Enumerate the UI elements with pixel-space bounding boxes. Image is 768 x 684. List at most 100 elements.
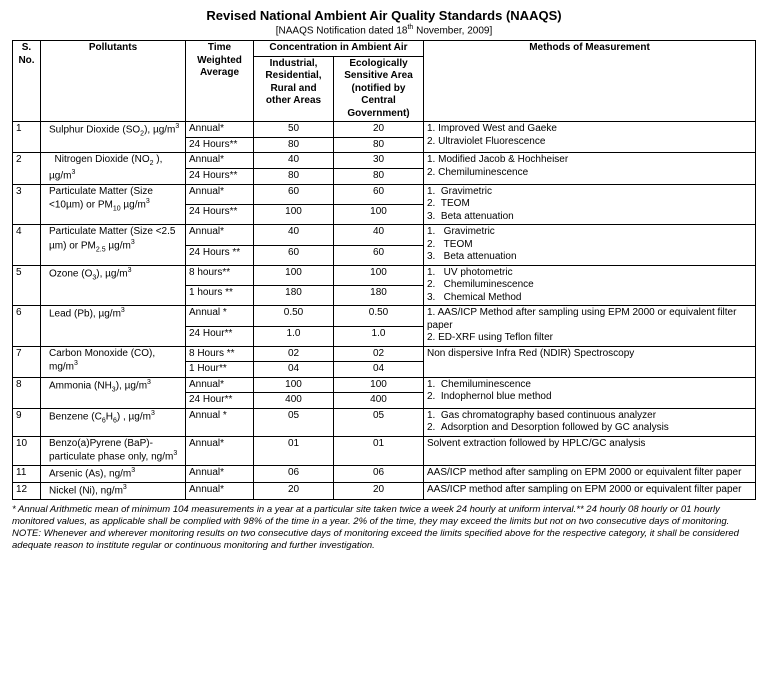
document-title: Revised National Ambient Air Quality Sta… [12, 8, 756, 23]
cell-ecological: 06 [334, 466, 424, 483]
footnote-line: NOTE: Whenever and wherever monitoring r… [12, 528, 756, 552]
table-row: 10Benzo(a)Pyrene (BaP)- particulate phas… [13, 436, 756, 465]
cell-ecological: 100 [334, 205, 424, 225]
cell-pollutant: Particulate Matter (Size <2.5 µm) or PM2… [41, 225, 186, 266]
cell-time: 1 hours ** [186, 286, 254, 306]
cell-industrial: 0.50 [254, 306, 334, 326]
header-industrial: Industrial, Residential, Rural and other… [254, 56, 334, 122]
cell-time: Annual* [186, 466, 254, 483]
cell-ecological: 80 [334, 137, 424, 153]
cell-industrial: 50 [254, 122, 334, 138]
cell-ecological: 0.50 [334, 306, 424, 326]
cell-industrial: 100 [254, 205, 334, 225]
cell-pollutant: Particulate Matter (Size <10µm) or PM10 … [41, 184, 186, 225]
cell-ecological: 100 [334, 265, 424, 285]
cell-pollutant: Lead (Pb), µg/m3 [41, 306, 186, 347]
cell-time: 24 Hours** [186, 137, 254, 153]
cell-industrial: 20 [254, 483, 334, 500]
cell-ecological: 60 [334, 245, 424, 265]
cell-pollutant: Sulphur Dioxide (SO2), µg/m3 [41, 122, 186, 153]
cell-sno: 5 [13, 265, 41, 306]
cell-pollutant: Nitrogen Dioxide (NO2 ), µg/m3 [41, 153, 186, 185]
document-subtitle: [NAAQS Notification dated 18th November,… [12, 24, 756, 36]
cell-sno: 12 [13, 483, 41, 500]
cell-time: Annual * [186, 306, 254, 326]
cell-industrial: 1.0 [254, 326, 334, 346]
header-ecological: Ecologically Sensitive Area (notified by… [334, 56, 424, 122]
standards-table: S. No. Pollutants Time Weighted Average … [12, 40, 756, 500]
cell-methods: Solvent extraction followed by HPLC/GC a… [424, 436, 756, 465]
cell-pollutant: Benzo(a)Pyrene (BaP)- particulate phase … [41, 436, 186, 465]
cell-ecological: 180 [334, 286, 424, 306]
table-row: 4Particulate Matter (Size <2.5 µm) or PM… [13, 225, 756, 245]
table-row: 7Carbon Monoxide (CO), mg/m38 Hours **02… [13, 346, 756, 362]
cell-sno: 8 [13, 377, 41, 408]
cell-methods: 1. Improved West and Gaeke2. Ultraviolet… [424, 122, 756, 153]
table-row: 12Nickel (Ni), ng/m3Annual*2020AAS/ICP m… [13, 483, 756, 500]
cell-industrial: 01 [254, 436, 334, 465]
header-concentration: Concentration in Ambient Air [254, 41, 424, 57]
cell-methods: 1. Gas chromatography based continuous a… [424, 408, 756, 436]
cell-pollutant: Carbon Monoxide (CO), mg/m3 [41, 346, 186, 377]
cell-sno: 10 [13, 436, 41, 465]
cell-ecological: 100 [334, 377, 424, 393]
cell-industrial: 06 [254, 466, 334, 483]
cell-methods: 1. Gravimetric2. TEOM3. Beta attenuation [424, 225, 756, 266]
header-time: Time Weighted Average [186, 41, 254, 122]
cell-time: Annual* [186, 225, 254, 245]
cell-time: Annual* [186, 122, 254, 138]
cell-ecological: 20 [334, 122, 424, 138]
cell-time: Annual * [186, 408, 254, 436]
cell-time: 1 Hour** [186, 362, 254, 378]
cell-ecological: 30 [334, 153, 424, 169]
cell-pollutant: Nickel (Ni), ng/m3 [41, 483, 186, 500]
cell-industrial: 100 [254, 377, 334, 393]
cell-industrial: 180 [254, 286, 334, 306]
cell-sno: 9 [13, 408, 41, 436]
cell-time: 8 Hours ** [186, 346, 254, 362]
cell-time: 24 Hours ** [186, 245, 254, 265]
cell-ecological: 400 [334, 393, 424, 409]
cell-time: Annual* [186, 184, 254, 204]
cell-industrial: 100 [254, 265, 334, 285]
cell-time: 8 hours** [186, 265, 254, 285]
cell-ecological: 60 [334, 184, 424, 204]
table-row: 5Ozone (O3), µg/m38 hours**1001001. UV p… [13, 265, 756, 285]
cell-industrial: 400 [254, 393, 334, 409]
cell-time: Annual* [186, 436, 254, 465]
footnotes: * Annual Arithmetic mean of minimum 104 … [12, 504, 756, 552]
cell-sno: 4 [13, 225, 41, 266]
cell-sno: 3 [13, 184, 41, 225]
table-row: 1Sulphur Dioxide (SO2), µg/m3Annual*5020… [13, 122, 756, 138]
cell-industrial: 02 [254, 346, 334, 362]
cell-methods: 1. AAS/ICP Method after sampling using E… [424, 306, 756, 347]
footnote-line: * Annual Arithmetic mean of minimum 104 … [12, 504, 756, 528]
cell-methods: 1. Chemiluminescence2. Indophernol blue … [424, 377, 756, 408]
cell-sno: 2 [13, 153, 41, 185]
cell-industrial: 04 [254, 362, 334, 378]
cell-methods: AAS/ICP method after sampling on EPM 200… [424, 466, 756, 483]
cell-ecological: 20 [334, 483, 424, 500]
cell-industrial: 60 [254, 184, 334, 204]
cell-sno: 1 [13, 122, 41, 153]
cell-ecological: 40 [334, 225, 424, 245]
table-row: 6Lead (Pb), µg/m3Annual *0.500.501. AAS/… [13, 306, 756, 326]
cell-industrial: 80 [254, 169, 334, 185]
cell-pollutant: Arsenic (As), ng/m3 [41, 466, 186, 483]
table-row: 9Benzene (C6H6) , µg/m3Annual *05051. Ga… [13, 408, 756, 436]
cell-time: 24 Hours** [186, 169, 254, 185]
cell-time: 24 Hours** [186, 205, 254, 225]
cell-time: Annual* [186, 153, 254, 169]
cell-industrial: 05 [254, 408, 334, 436]
cell-methods: Non dispersive Infra Red (NDIR) Spectros… [424, 346, 756, 377]
header-sno: S. No. [13, 41, 41, 122]
header-methods: Methods of Measurement [424, 41, 756, 122]
cell-time: Annual* [186, 483, 254, 500]
cell-methods: 1. Gravimetric2. TEOM3. Beta attenuation [424, 184, 756, 225]
cell-industrial: 40 [254, 153, 334, 169]
cell-ecological: 05 [334, 408, 424, 436]
cell-methods: 1. Modified Jacob & Hochheiser2. Chemilu… [424, 153, 756, 185]
table-row: 8Ammonia (NH3), µg/m3Annual*1001001. Che… [13, 377, 756, 393]
cell-industrial: 60 [254, 245, 334, 265]
cell-ecological: 04 [334, 362, 424, 378]
